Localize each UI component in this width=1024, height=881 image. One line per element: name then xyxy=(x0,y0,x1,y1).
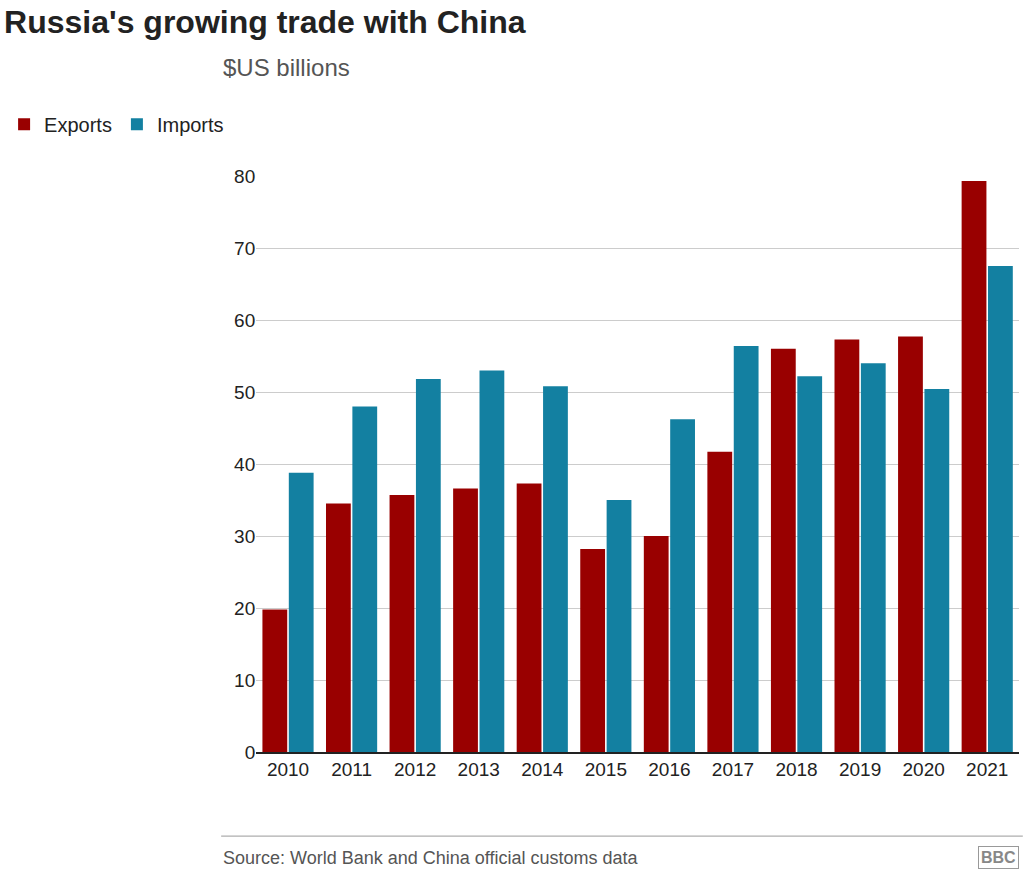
svg-text:10: 10 xyxy=(234,670,255,691)
svg-text:Russia's growing trade with Ch: Russia's growing trade with China xyxy=(4,4,526,40)
svg-text:60: 60 xyxy=(234,310,255,331)
svg-text:Imports: Imports xyxy=(157,114,224,136)
svg-text:50: 50 xyxy=(234,382,255,403)
svg-text:2020: 2020 xyxy=(903,759,945,780)
svg-text:80: 80 xyxy=(234,166,255,187)
svg-text:Source: World Bank and China o: Source: World Bank and China official cu… xyxy=(223,848,639,868)
svg-text:2015: 2015 xyxy=(585,759,627,780)
svg-text:40: 40 xyxy=(234,454,255,475)
svg-text:70: 70 xyxy=(234,238,255,259)
svg-text:2016: 2016 xyxy=(648,759,690,780)
svg-text:20: 20 xyxy=(234,598,255,619)
svg-text:2013: 2013 xyxy=(458,759,500,780)
svg-text:30: 30 xyxy=(234,526,255,547)
svg-text:2019: 2019 xyxy=(839,759,881,780)
svg-text:2014: 2014 xyxy=(521,759,564,780)
svg-text:2011: 2011 xyxy=(331,759,372,780)
svg-text:0: 0 xyxy=(245,742,256,763)
svg-text:2010: 2010 xyxy=(267,759,309,780)
svg-text:2018: 2018 xyxy=(775,759,817,780)
svg-text:2012: 2012 xyxy=(394,759,436,780)
svg-text:BBC: BBC xyxy=(981,849,1016,866)
svg-text:2017: 2017 xyxy=(712,759,754,780)
svg-text:$US billions: $US billions xyxy=(223,54,350,81)
svg-text:2021: 2021 xyxy=(966,759,1008,780)
svg-text:Exports: Exports xyxy=(44,114,112,136)
